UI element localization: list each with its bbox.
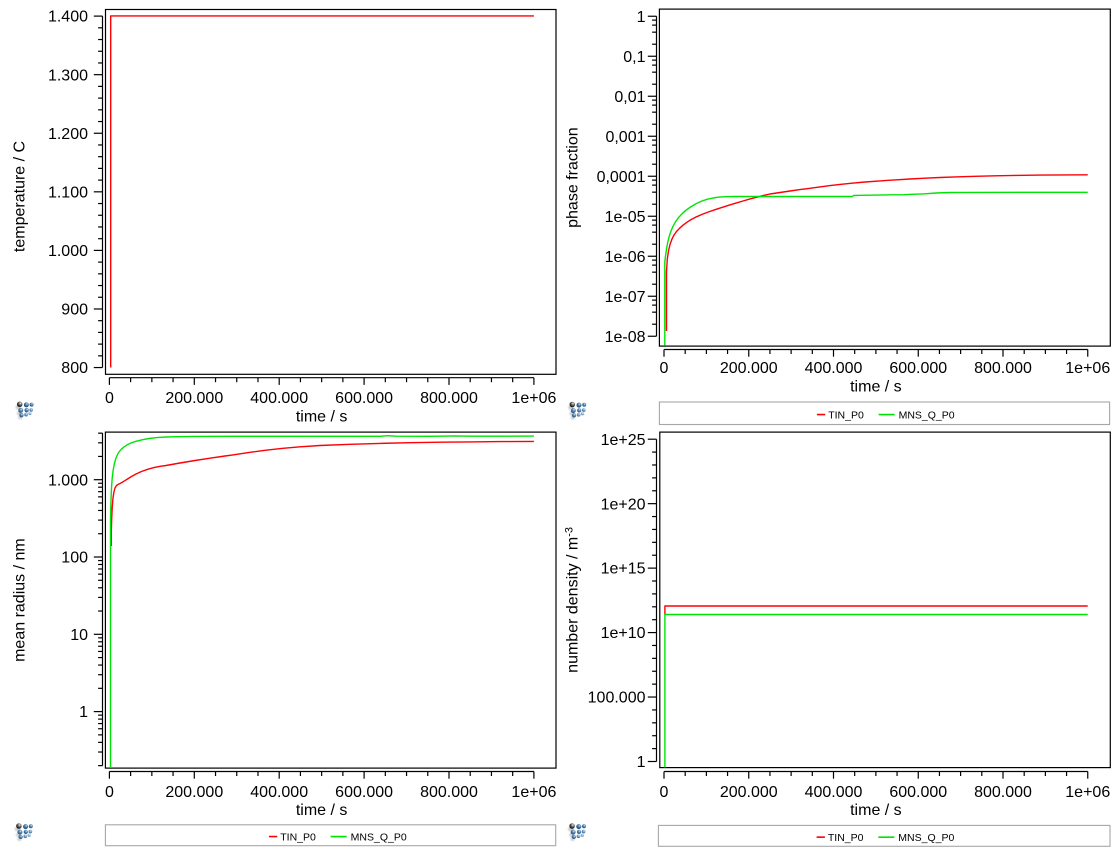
svg-text:100: 100 (61, 550, 88, 567)
svg-text:time / s: time / s (850, 378, 902, 395)
svg-text:phase fraction: phase fraction (565, 127, 582, 228)
svg-text:1e-05: 1e-05 (605, 209, 646, 226)
svg-text:400.000: 400.000 (805, 360, 863, 377)
svg-text:1.000: 1.000 (48, 243, 88, 260)
svg-text:1: 1 (637, 754, 646, 771)
svg-text:temperature / C: temperature / C (11, 141, 28, 252)
svg-text:600.000: 600.000 (889, 784, 947, 801)
svg-text:mean radius / nm: mean radius / nm (11, 538, 28, 662)
svg-text:1.400: 1.400 (48, 9, 88, 26)
svg-text:600.000: 600.000 (335, 784, 393, 801)
svg-text:number density / m-3: number density / m-3 (564, 527, 582, 673)
svg-text:1e+10: 1e+10 (601, 625, 646, 642)
svg-text:800.000: 800.000 (420, 784, 478, 801)
svg-text:0,01: 0,01 (614, 89, 645, 106)
svg-text:1.100: 1.100 (48, 184, 88, 201)
svg-text:0,0001: 0,0001 (597, 169, 646, 186)
svg-text:1e+25: 1e+25 (601, 432, 646, 449)
svg-text:800: 800 (61, 360, 88, 377)
svg-text:MNS_Q_P0: MNS_Q_P0 (899, 409, 955, 421)
svg-text:1.200: 1.200 (48, 126, 88, 143)
svg-text:1.000: 1.000 (48, 472, 88, 489)
svg-text:800.000: 800.000 (974, 360, 1032, 377)
svg-text:1.300: 1.300 (48, 67, 88, 84)
svg-text:200.000: 200.000 (165, 390, 223, 407)
svg-text:time / s: time / s (850, 802, 902, 819)
svg-text:10: 10 (70, 627, 88, 644)
svg-text:0,001: 0,001 (605, 129, 645, 146)
svg-text:100.000: 100.000 (588, 690, 646, 707)
svg-text:400.000: 400.000 (250, 784, 308, 801)
svg-text:1e+06: 1e+06 (511, 784, 556, 801)
svg-text:1: 1 (79, 704, 88, 721)
svg-text:400.000: 400.000 (805, 784, 863, 801)
svg-text:time / s: time / s (296, 408, 348, 425)
svg-text:900: 900 (61, 302, 88, 319)
svg-text:MNS_Q_P0: MNS_Q_P0 (351, 831, 407, 843)
svg-text:800.000: 800.000 (974, 784, 1032, 801)
svg-text:MNS_Q_P0: MNS_Q_P0 (898, 832, 954, 844)
svg-text:TIN_P0: TIN_P0 (280, 831, 316, 843)
svg-text:0: 0 (105, 784, 114, 801)
svg-text:200.000: 200.000 (720, 360, 778, 377)
svg-text:1e+06: 1e+06 (1065, 784, 1110, 801)
svg-text:TIN_P0: TIN_P0 (828, 409, 864, 421)
svg-text:200.000: 200.000 (720, 784, 778, 801)
svg-text:600.000: 600.000 (335, 390, 393, 407)
svg-text:600.000: 600.000 (889, 360, 947, 377)
svg-text:0,1: 0,1 (623, 49, 645, 66)
svg-text:200.000: 200.000 (165, 784, 223, 801)
svg-text:400.000: 400.000 (250, 390, 308, 407)
svg-text:800.000: 800.000 (420, 390, 478, 407)
svg-text:1e+06: 1e+06 (1065, 360, 1110, 377)
svg-text:1e-08: 1e-08 (605, 329, 646, 346)
svg-text:1: 1 (637, 9, 646, 26)
svg-text:0: 0 (660, 360, 669, 377)
svg-text:0: 0 (105, 390, 114, 407)
svg-text:1e+06: 1e+06 (511, 390, 556, 407)
svg-text:1e-07: 1e-07 (605, 289, 646, 306)
svg-text:time / s: time / s (296, 802, 348, 819)
svg-text:1e-06: 1e-06 (605, 249, 646, 266)
svg-text:TIN_P0: TIN_P0 (828, 832, 864, 844)
svg-text:1e+20: 1e+20 (601, 496, 646, 513)
svg-text:1e+15: 1e+15 (601, 561, 646, 578)
svg-text:0: 0 (660, 784, 669, 801)
